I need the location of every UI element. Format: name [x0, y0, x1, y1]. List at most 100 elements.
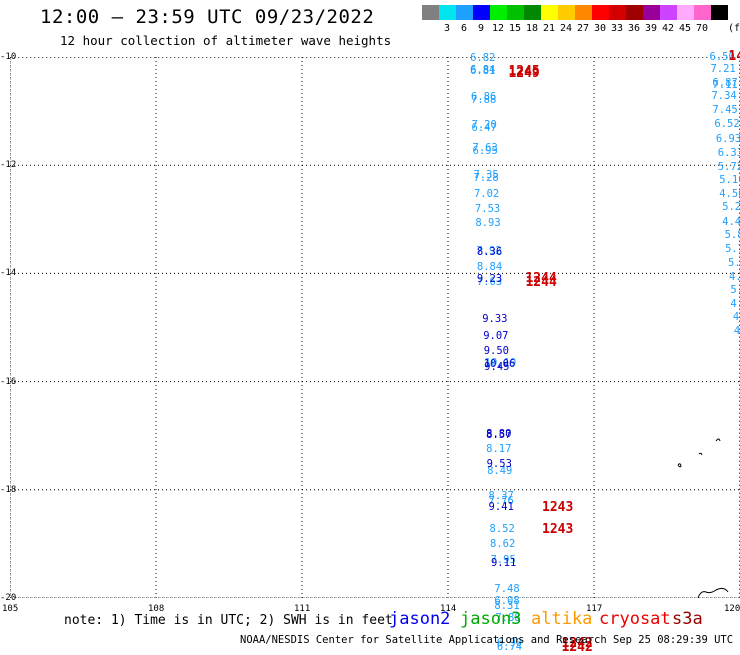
wave-height-label: 6.84	[470, 63, 496, 76]
wave-height-label: 5.10	[719, 174, 740, 187]
wave-height-label: 7.63	[476, 275, 503, 288]
legend-swatch	[694, 5, 711, 20]
wave-height-label: 7.34	[711, 90, 737, 103]
longitude-label: 117	[586, 604, 603, 614]
wave-height-label: 4.42	[722, 215, 740, 228]
legend-value: 6	[461, 23, 468, 34]
legend-swatch	[473, 5, 490, 20]
legend-value: 42	[662, 23, 675, 34]
wave-height-label: 9.23	[476, 272, 503, 285]
legend-swatch	[609, 5, 626, 20]
wave-height-label: 7.76	[488, 494, 514, 507]
wave-height-label: 6.47	[471, 121, 497, 134]
wave-height-label: 9.11	[490, 557, 517, 570]
wave-height-label: 6.90	[496, 636, 523, 649]
wave-height-label: 7.48	[494, 583, 520, 596]
wave-height-label: 8.80	[486, 427, 512, 440]
wave-height-label: 8.36	[476, 246, 503, 259]
satellite-jason3: jason3	[460, 609, 522, 629]
wave-height-label: 5.80	[724, 229, 740, 242]
note-text: note: 1) Time is in UTC; 2) SWH is in fe…	[64, 613, 393, 628]
wave-height-label: 7.21	[710, 62, 736, 75]
credit-footer: NOAA/NESDIS Center for Satellite Applica…	[240, 634, 740, 646]
longitude-label: 105	[2, 604, 19, 614]
legend-value: 9	[478, 23, 485, 34]
legend-swatch	[643, 5, 660, 20]
wave-height-label: 6.33	[717, 146, 740, 159]
wave-height-label: 8.52	[489, 522, 515, 535]
wave-height-label: 4.56	[719, 187, 740, 200]
legend-value: 39	[645, 23, 658, 34]
wave-height-label: 6.08	[494, 595, 520, 608]
legend-swatch	[439, 5, 456, 20]
wave-height-label: 6.52	[714, 117, 740, 130]
legend-swatch	[524, 5, 541, 20]
island-shape	[677, 463, 682, 468]
legend-value: 33	[611, 23, 624, 34]
wave-height-label: 8.31	[494, 600, 520, 613]
legend-value: 36	[628, 23, 641, 34]
legend-value: 30	[594, 23, 607, 34]
wave-height-label: 8.93	[475, 216, 501, 229]
longitude-label: 111	[294, 604, 311, 614]
pass-time-label: 1244	[525, 270, 557, 286]
satellite-cryosat: cryosat	[599, 609, 671, 629]
wave-height-label: 5.22	[728, 257, 740, 270]
wave-height-label: 7.45	[712, 104, 738, 117]
map-frame	[10, 57, 740, 598]
legend-swatch	[507, 5, 524, 20]
wave-height-label: 7.88	[495, 612, 521, 625]
latitude-label: -10	[0, 52, 17, 62]
wave-height-label: 5.3	[730, 284, 740, 297]
wave-height-label: 7.02	[473, 188, 500, 201]
legend-swatch	[660, 5, 677, 20]
legend-swatch	[711, 5, 728, 20]
wave-height-label: 8.57	[486, 428, 512, 441]
latitude-label: -12	[0, 160, 17, 171]
map-title: 12:00 – 23:59 UTC 09/23/2022	[40, 6, 375, 28]
latitude-label: -20	[0, 593, 17, 603]
legend-swatch	[592, 5, 609, 20]
wave-height-label: 7.35	[473, 169, 499, 182]
latitude-label: -18	[0, 484, 17, 495]
wave-height-label: 9.41	[488, 500, 514, 513]
wave-height-label: 6.87	[712, 76, 738, 89]
satellite-s3a: s3a	[672, 609, 703, 629]
coast-shape	[697, 587, 729, 598]
wave-height-label: 6.93	[715, 132, 740, 145]
legend-value: 70	[696, 23, 709, 34]
wave-height-label: 4	[732, 310, 740, 323]
wave-height-label: 8.17	[486, 443, 512, 456]
wave-height-label: 6.82	[470, 52, 496, 65]
wave-height-label: 4.4	[728, 270, 740, 283]
wave-height-label: 7.20	[471, 119, 497, 132]
legend-swatch	[677, 5, 694, 20]
legend-swatch	[575, 5, 592, 20]
wave-height-label: 9.45	[484, 360, 510, 373]
wave-height-label: 7.95	[490, 554, 516, 567]
longitude-label: 114	[440, 604, 457, 614]
pass-time-label: 1244	[525, 275, 557, 291]
wave-height-label: 8.84	[476, 260, 503, 273]
wave-height-label: 4.	[730, 297, 740, 310]
legend-value: 18	[526, 23, 539, 34]
legend-swatch	[558, 5, 575, 20]
wave-height-label: 7.53	[474, 203, 501, 216]
legend-swatch	[490, 5, 507, 20]
altimeter-map	[10, 57, 740, 598]
pass-time-label: 1242	[561, 635, 593, 651]
legend-swatch	[541, 5, 558, 20]
wave-height-label: 9.50	[483, 344, 509, 357]
pass-time-label: 1243	[542, 522, 574, 538]
legend-swatch	[626, 5, 643, 20]
longitude-label: 120	[724, 604, 740, 614]
wave-height-label: 7.88	[471, 94, 497, 107]
wave-height-label: 10.06	[483, 358, 516, 371]
pass-time-label: 141	[728, 49, 740, 64]
wave-height-label: 6.74	[496, 641, 523, 654]
legend-value: 24	[560, 23, 573, 34]
legend-swatch	[456, 5, 473, 20]
pass-time-label: 1245	[508, 64, 540, 80]
legend-swatch	[422, 5, 439, 20]
pass-time-label: 1243	[542, 499, 574, 515]
